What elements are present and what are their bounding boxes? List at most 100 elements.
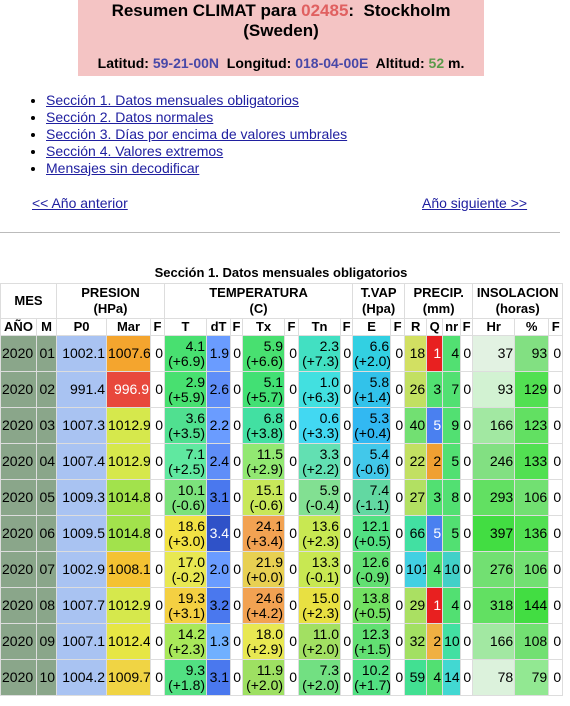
data-cell: 996.9: [106, 371, 152, 408]
cell-anomaly: (-0.6): [171, 496, 206, 513]
cell-value: 12.3: [361, 625, 390, 642]
cell-value: 1.0: [319, 373, 340, 390]
cell-anomaly: (+3.3): [302, 424, 340, 441]
data-cell: 0: [548, 659, 564, 696]
section-link[interactable]: Mensajes sin decodificar: [46, 160, 200, 176]
data-cell: 1002.9: [56, 551, 108, 588]
link-item: Sección 1. Datos mensuales obligatorios: [46, 92, 347, 109]
data-cell: 10.2 (+1.7): [352, 659, 392, 696]
cell-value: 15.0: [311, 589, 340, 606]
data-row: 2020 02 991.4 996.9 0 2.9 (+5.9) 2.6 0 5.1 (+5.7) 0…: [0, 371, 564, 408]
data-cell: 14.2 (+2.3): [164, 623, 208, 660]
group-unit: (mm): [422, 301, 455, 316]
data-cell: 5: [426, 515, 444, 552]
section-link[interactable]: Sección 2. Datos normales: [46, 109, 214, 125]
data-cell: 0: [390, 479, 406, 516]
data-cell: 0: [460, 479, 474, 516]
prev-year-link[interactable]: << Año anterior: [32, 195, 128, 211]
data-cell: 24.1 (+3.4): [242, 515, 286, 552]
column-header: Q: [426, 318, 444, 336]
cell-value: 5.8: [369, 373, 390, 390]
cell-anomaly: (+0.4): [354, 424, 391, 441]
data-cell: 2: [426, 623, 444, 660]
cell-anomaly: (-0.2): [171, 568, 206, 585]
label: Latitud:: [97, 55, 149, 71]
data-cell: 5: [426, 407, 444, 444]
data-cell: 4.1 (+6.9): [164, 335, 208, 372]
cell-value: 3.6: [185, 409, 206, 426]
data-cell: 93: [472, 371, 516, 408]
section-link[interactable]: Sección 3. Días por encima de valores um…: [46, 126, 348, 142]
data-cell: 0: [150, 443, 166, 480]
data-cell: 2.4: [206, 443, 232, 480]
column-header: Tn: [298, 318, 342, 336]
data-row: 2020 09 1007.1 1012.4 0 14.2 (+2.3) 1.3 0 18.0 (+2…: [0, 623, 564, 660]
cell-value: 7.1: [185, 445, 206, 462]
cell-value: 2.9: [185, 373, 206, 390]
data-cell: 1007.6: [106, 335, 152, 372]
data-cell: 318: [472, 587, 516, 624]
data-cell: 11.0 (+2.0): [298, 623, 342, 660]
data-cell: 13.6 (+2.3): [298, 515, 342, 552]
cell-value: 13.3: [311, 553, 340, 570]
data-cell: 0: [340, 587, 354, 624]
data-cell: 29: [404, 587, 428, 624]
data-cell: 19.3 (+3.1): [164, 587, 208, 624]
group-label: MES: [14, 293, 43, 308]
data-cell: 4: [442, 335, 462, 372]
data-cell: 0: [390, 587, 406, 624]
cell-value: 10.1: [177, 481, 206, 498]
section-link[interactable]: Sección 1. Datos mensuales obligatorios: [46, 92, 299, 108]
data-cell: 0: [548, 335, 564, 372]
group-unit: (HPa): [93, 301, 128, 316]
data-cell: 1007.4: [56, 443, 108, 480]
data-cell: 1: [426, 335, 444, 372]
data-cell: 101: [404, 551, 428, 588]
column-header: F: [284, 318, 300, 336]
data-cell: 2020: [0, 623, 37, 660]
data-cell: 5: [442, 515, 462, 552]
table-caption: Sección 1. Datos mensuales obligatorios: [154, 265, 408, 280]
cell-value: 2.3: [319, 337, 340, 354]
link-item: Sección 2. Datos normales: [46, 109, 347, 126]
data-cell: 0: [460, 659, 474, 696]
data-cell: 0: [150, 335, 166, 372]
data-cell: 4: [426, 659, 444, 696]
section-link[interactable]: Sección 4. Valores extremos: [46, 143, 224, 159]
column-header: dT: [206, 318, 232, 336]
data-cell: 0: [230, 335, 244, 372]
group-header: PRECIP. (mm): [404, 283, 474, 319]
data-cell: 2: [426, 443, 444, 480]
data-cell: 24.6 (+4.2): [242, 587, 286, 624]
cell-value: 5.1: [263, 373, 284, 390]
data-cell: 3: [426, 479, 444, 516]
column-header: F: [230, 318, 244, 336]
data-cell: 1009.5: [56, 515, 108, 552]
column-header: F: [150, 318, 166, 336]
data-cell: 0: [548, 551, 564, 588]
cell-anomaly: (+2.2): [302, 460, 340, 477]
data-cell: 15.0 (+2.3): [298, 587, 342, 624]
cell-value: 11.0: [312, 625, 340, 642]
cell-anomaly: (+3.8): [246, 424, 284, 441]
data-table: MES PRESION (HPa) TEMPERATURA (C) T.VAP (Hpa) P…: [0, 283, 564, 696]
cell-value: 11.9: [256, 661, 284, 678]
data-cell: 5.3 (+0.4): [352, 407, 392, 444]
next-year-link[interactable]: Año siguiente >>: [422, 195, 528, 211]
data-cell: 10: [442, 623, 462, 660]
data-cell: 1007.7: [56, 587, 108, 624]
data-cell: 2.9 (+5.9): [164, 371, 208, 408]
cell-anomaly: (-0.6): [355, 460, 390, 477]
cell-anomaly: (+2.0): [302, 640, 340, 657]
data-cell: 78: [472, 659, 516, 696]
data-cell: 03: [35, 407, 58, 444]
data-cell: 1002.1: [56, 335, 108, 372]
data-cell: 0: [284, 371, 300, 408]
data-cell: 0: [284, 515, 300, 552]
cell-value: 12.6: [361, 553, 390, 570]
cell-value: 14.2: [177, 625, 206, 642]
data-cell: 0: [390, 335, 406, 372]
data-cell: 144: [514, 587, 550, 624]
cell-anomaly: (-0.6): [249, 496, 284, 513]
data-cell: 2020: [0, 551, 37, 588]
